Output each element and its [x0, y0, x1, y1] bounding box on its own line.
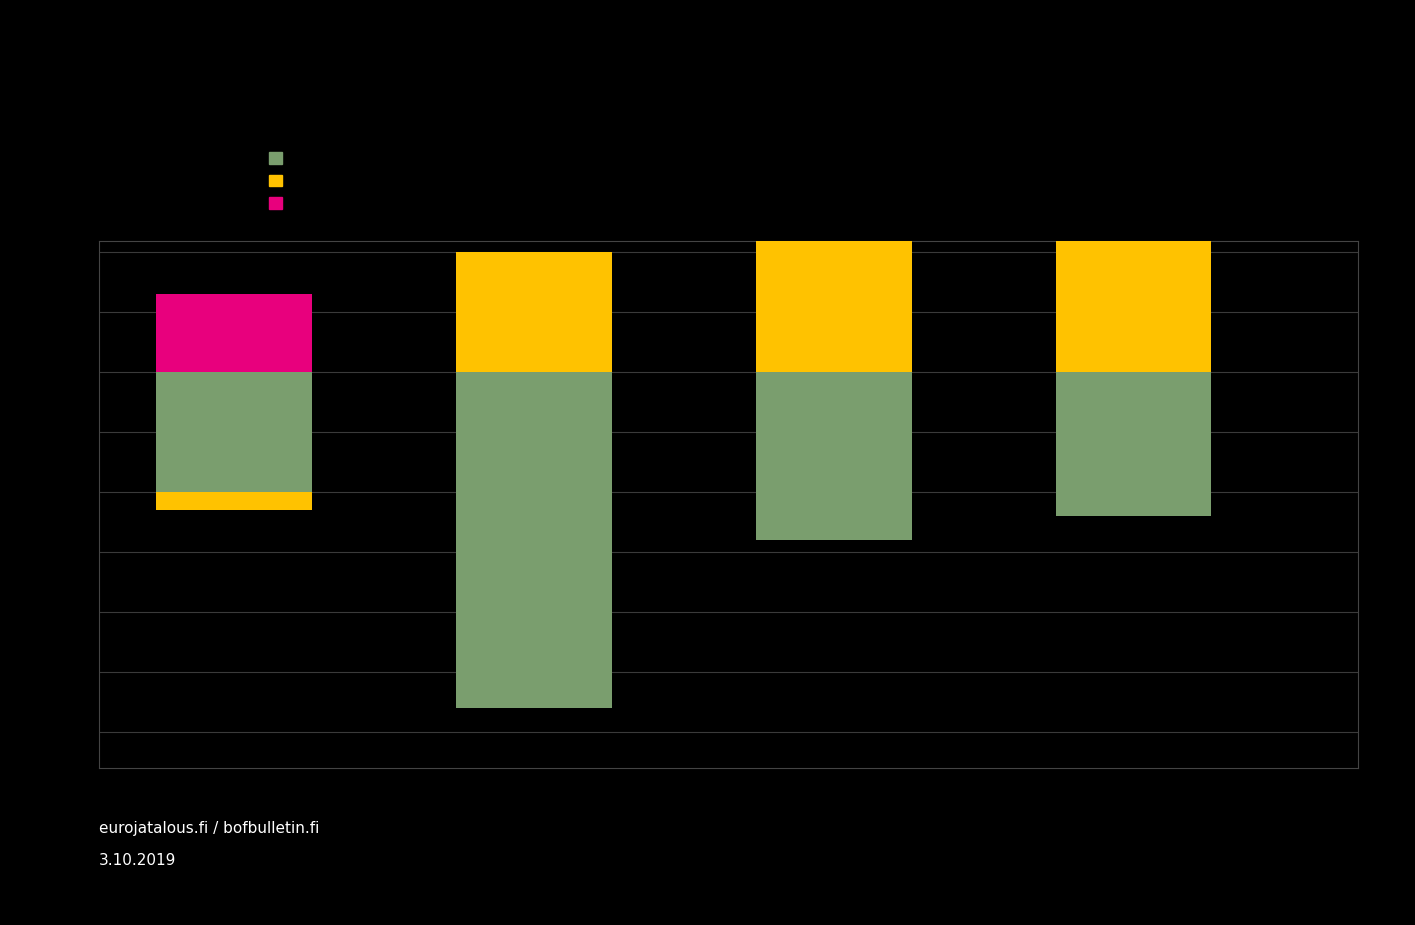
Bar	[156, 294, 311, 372]
Text: eurojatalous.fi / bofbulletin.fi: eurojatalous.fi / bofbulletin.fi	[99, 820, 320, 835]
Bar	[756, 372, 911, 540]
Bar	[1056, 372, 1211, 516]
Text: 3.10.2019: 3.10.2019	[99, 853, 177, 868]
Bar	[1056, 130, 1211, 156]
Bar	[156, 372, 311, 492]
Legend: , , : , ,	[269, 151, 286, 211]
Bar	[456, 253, 611, 372]
Bar	[1056, 156, 1211, 372]
Bar	[156, 492, 311, 510]
Bar	[456, 372, 611, 708]
Bar	[756, 106, 911, 156]
Bar	[756, 156, 911, 372]
